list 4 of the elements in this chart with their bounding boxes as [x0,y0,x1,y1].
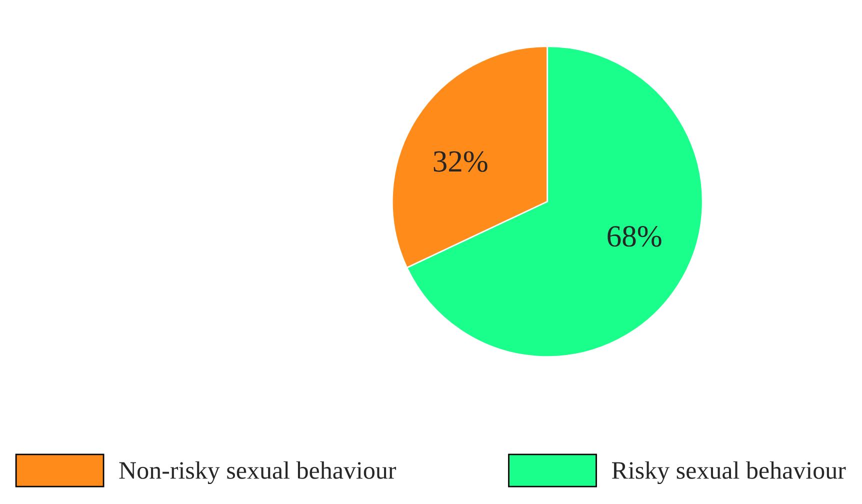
legend-label: Non-risky sexual behaviour [119,461,396,484]
legend-label: Risky sexual behaviour [612,461,846,484]
data-label: 68% [608,226,662,247]
data-label: 32% [434,151,488,172]
